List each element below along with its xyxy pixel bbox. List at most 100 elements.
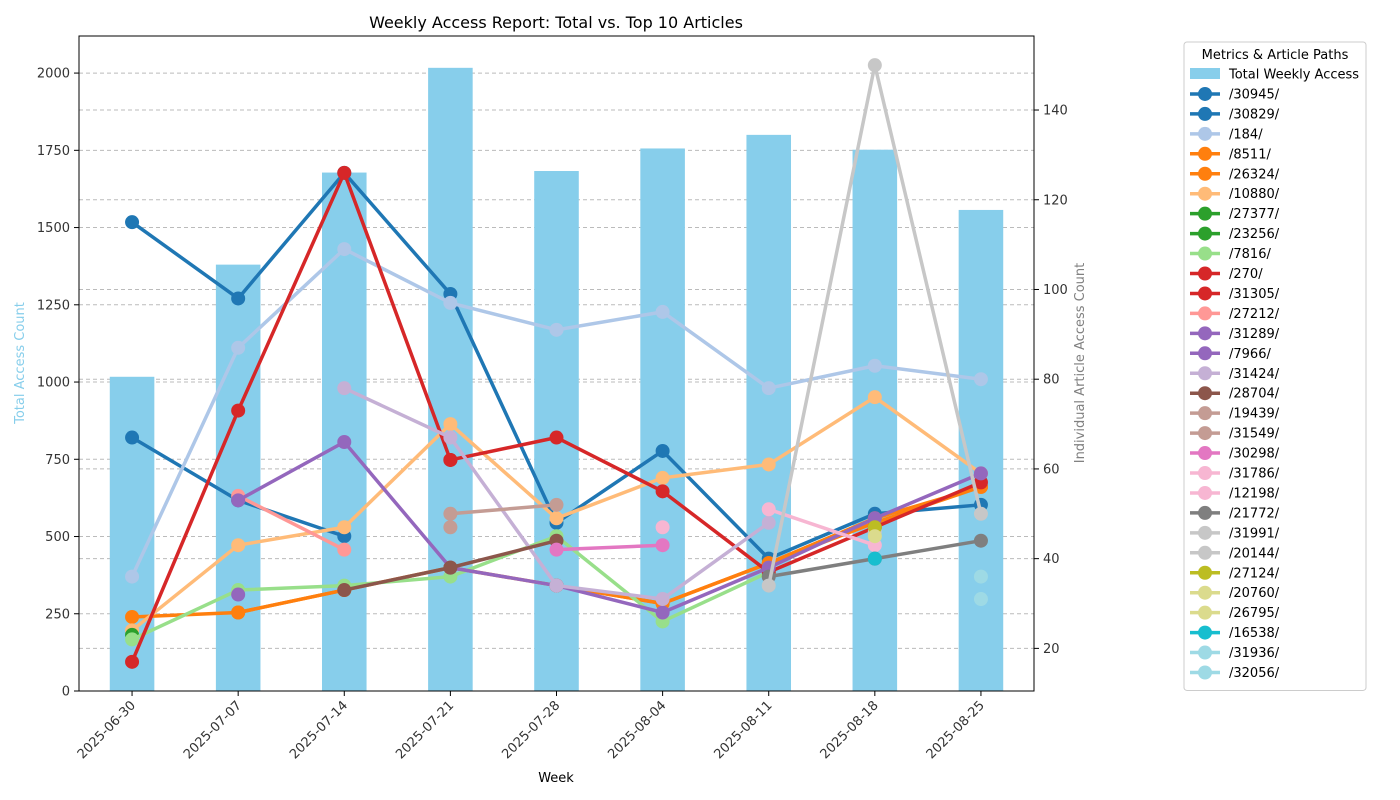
series-path [237, 494, 346, 552]
y-left-tick-label: 1500 [37, 221, 70, 236]
y-right-tick-label: 80 [1043, 373, 1060, 388]
data-point [973, 506, 988, 521]
data-point [549, 497, 564, 512]
data-point [337, 583, 352, 598]
x-tick-label: 2025-06-30 [75, 698, 139, 762]
series-line [867, 551, 882, 566]
line-series [125, 58, 988, 669]
data-point [973, 533, 988, 548]
data-point [973, 592, 988, 607]
data-point [443, 506, 458, 521]
data-point [231, 403, 246, 418]
data-point [337, 242, 352, 257]
y-right-tick-label: 40 [1043, 552, 1060, 567]
legend-entry-label: /30945/ [1229, 87, 1280, 102]
legend-entry-label: /7966/ [1229, 347, 1271, 362]
y-right-tick-label: 100 [1043, 283, 1068, 298]
legend-entry-label: /31289/ [1229, 327, 1280, 342]
left-axis: 0 250 500 750 1000 1250 1500 1750 2000 [37, 67, 79, 700]
legend-entry-label: /27124/ [1229, 566, 1280, 581]
data-point [867, 551, 882, 566]
legend-entry-label: /31424/ [1229, 367, 1280, 382]
legend-box [1183, 41, 1367, 691]
legend-entry-label: /31786/ [1229, 467, 1280, 482]
data-point [337, 381, 352, 396]
legend-swatch-marker [1198, 446, 1212, 461]
y-left-tick-label: 1000 [37, 376, 70, 391]
legend-entry-label: /26795/ [1229, 606, 1280, 621]
legend-swatch-marker [1198, 665, 1212, 680]
data-point [867, 58, 882, 73]
data-point [761, 502, 776, 517]
legend-entry-label: /16538/ [1229, 626, 1280, 641]
y-right-tick-label: 140 [1043, 104, 1068, 119]
legend-entry-label: /270/ [1229, 267, 1263, 282]
legend-entry-label: /8511/ [1229, 147, 1271, 162]
data-point [337, 542, 352, 557]
data-point [443, 295, 458, 310]
series-path [768, 507, 876, 547]
legend-swatch-marker [1198, 406, 1212, 421]
y-right-tick-label: 120 [1043, 193, 1068, 208]
data-point [655, 538, 670, 553]
x-axis: 2025-06-30 2025-07-07 2025-07-14 2025-07-21… [75, 691, 988, 762]
x-axis-label: Week [538, 771, 574, 786]
series-line [655, 520, 670, 535]
data-point [231, 340, 246, 355]
legend-entry-label: /28704/ [1229, 387, 1280, 402]
data-point [973, 372, 988, 387]
series-path [237, 440, 982, 615]
y-left-tick-label: 2000 [37, 67, 70, 82]
legend-entry-label: /20760/ [1229, 586, 1280, 601]
data-point [125, 430, 140, 445]
x-tick-label: 2025-08-04 [605, 698, 669, 762]
legend-swatch-marker [1198, 326, 1212, 341]
y-left-tick-label: 1250 [37, 298, 70, 313]
data-point [867, 358, 882, 373]
data-point [655, 304, 670, 319]
legend-swatch-marker [1198, 485, 1212, 500]
data-point [655, 484, 670, 499]
data-point [655, 605, 670, 620]
data-point [231, 493, 246, 508]
series-line [761, 58, 988, 593]
legend: Metrics & Article Paths Total Weekly Acc… [1183, 41, 1367, 691]
y-left-tick-label: 0 [62, 685, 70, 700]
data-point [549, 511, 564, 526]
legend-swatch-marker [1198, 86, 1212, 101]
data-point [549, 578, 564, 593]
legend-entry-label: /21772/ [1229, 506, 1280, 521]
legend-entry-label: /31936/ [1229, 646, 1280, 661]
data-point [867, 529, 882, 544]
legend-swatch-marker [1198, 565, 1212, 580]
legend-swatch-marker [1198, 306, 1212, 321]
x-tick-label: 2025-07-21 [393, 698, 457, 762]
right-axis: 20 40 60 80 100 120 140 [1034, 104, 1068, 657]
data-point [655, 470, 670, 485]
series-path [450, 503, 557, 516]
legend-swatch-marker [1198, 206, 1212, 221]
data-point [231, 605, 246, 620]
legend-entry-label: /31991/ [1229, 526, 1280, 541]
legend-swatch-marker [1198, 525, 1212, 540]
legend-entry-label: /19439/ [1229, 407, 1280, 422]
series-line [867, 529, 882, 544]
legend-swatch-marker [1198, 286, 1212, 301]
y-axis-left-label: Total Access Count [13, 302, 28, 425]
legend-swatch-marker [1198, 545, 1212, 560]
series-line [337, 381, 776, 607]
data-point [655, 592, 670, 607]
data-point [867, 390, 882, 405]
data-point [549, 430, 564, 445]
series-line [443, 497, 564, 521]
x-tick-label: 2025-07-28 [499, 698, 563, 762]
bar [746, 134, 792, 691]
y-left-tick-label: 250 [45, 607, 70, 622]
data-point [125, 654, 140, 669]
x-tick-label: 2025-07-07 [181, 698, 245, 762]
legend-entry-label: /27212/ [1229, 307, 1280, 322]
data-point [761, 515, 776, 530]
x-tick-label: 2025-07-14 [287, 698, 351, 762]
series-line [973, 592, 988, 607]
